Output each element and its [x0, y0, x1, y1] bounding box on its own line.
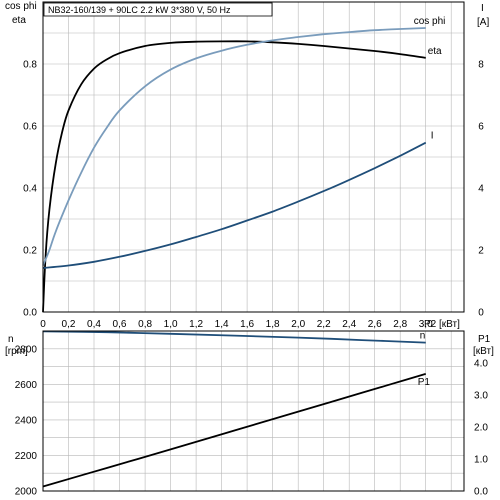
y-right-tick-label: 2 [478, 246, 484, 257]
x-tick-label: 0 [40, 319, 46, 330]
y-left-tick-label: 0.0 [23, 308, 37, 319]
y-left-tick-label: 0.8 [23, 60, 37, 71]
bottom-y-right-tick-label: 0.0 [474, 487, 488, 498]
series-labels: eta cos phi In P1 [414, 16, 446, 388]
x-tick-label: 2,2 [317, 319, 331, 330]
x-tick-label: 0,6 [113, 319, 127, 330]
left-axis-label-eta: eta [12, 15, 26, 26]
y-left-tick-label: 0.4 [23, 184, 37, 195]
x-tick-label: 2,4 [342, 319, 356, 330]
bottom-y-right-tick-label: 4.0 [474, 359, 488, 370]
x-tick-label: 0,2 [62, 319, 76, 330]
series-line-n [42, 330, 426, 344]
x-tick-label: 1,6 [240, 319, 254, 330]
y-right-tick-label: 0 [478, 308, 484, 319]
x-tick-label: 1,0 [164, 319, 178, 330]
x-tick-label: 2,0 [291, 319, 305, 330]
bottom-y-right-tick-label: 3.0 [474, 391, 488, 402]
bottom-y-left-tick-label: 2800 [15, 344, 38, 355]
x-tick-label: 2,6 [368, 319, 382, 330]
x-tick-label: 0,8 [138, 319, 152, 330]
series-line-i [42, 141, 427, 269]
series-label-p1: P1 [418, 377, 431, 388]
bottom-grid [42, 330, 464, 492]
left-axis-label-cos-phi: cos phi [5, 1, 37, 12]
bottom-y-left-tick-label: 2600 [15, 380, 38, 391]
y-left-tick-label: 0.6 [23, 122, 37, 133]
series-line-p1 [42, 373, 426, 488]
chart-title: NB32-160/139 + 90LC 2.2 kW 3*380 V, 50 H… [48, 5, 231, 15]
series-label-i: I [431, 131, 434, 142]
right-axis-label-i: I [481, 3, 484, 14]
bottom-left-axis-label-n: n [8, 334, 14, 345]
x-tick-label: 1,2 [189, 319, 203, 330]
series-line-eta [42, 40, 426, 313]
series-label-n: n [420, 331, 426, 342]
y-right-tick-label: 8 [478, 60, 484, 71]
x-tick-label: 1,4 [215, 319, 229, 330]
top-curves [42, 27, 427, 313]
bottom-right-axis-label-p1: P1 [478, 334, 491, 345]
title-box [43, 2, 273, 17]
bottom-left-axis-unit-rpm: [rpm] [5, 346, 28, 357]
bottom-curves [42, 330, 426, 488]
y-right-tick-label: 4 [478, 184, 484, 195]
x-tick-label: 2,8 [393, 319, 407, 330]
right-axis-unit-a: [A] [477, 17, 489, 28]
bottom-y-left-tick-label: 2000 [15, 487, 38, 498]
x-tick-label: 0,4 [87, 319, 101, 330]
x-tick-label: 3,0 [419, 319, 433, 330]
series-label-cos-phi: cos phi [414, 16, 446, 27]
series-label-eta: eta [428, 46, 442, 57]
bottom-y-right-tick-label: 2.0 [474, 423, 488, 434]
bottom-y-left-tick-label: 2200 [15, 451, 38, 462]
y-right-tick-label: 6 [478, 122, 484, 133]
top-grid [42, 1, 464, 313]
bottom-y-right-tick-label: 1.0 [474, 455, 488, 466]
top-plot-frame [42, 1, 465, 313]
x-axis-label: P2 [кВт] [424, 319, 460, 330]
bottom-y-left-tick-label: 2400 [15, 415, 38, 426]
x-tick-label: 1,8 [266, 319, 280, 330]
y-left-tick-label: 0.2 [23, 246, 37, 257]
series-line-cos-phi [42, 27, 426, 266]
bottom-right-axis-unit-kw: [кВт] [473, 346, 494, 357]
tick-labels: 0 0,2 0,4 0,6 0,8 1,0 1,2 1,4 1,6 1,8 2,0 2,2 2,4 2,6… [15, 60, 489, 498]
bottom-plot-frame [42, 330, 465, 492]
